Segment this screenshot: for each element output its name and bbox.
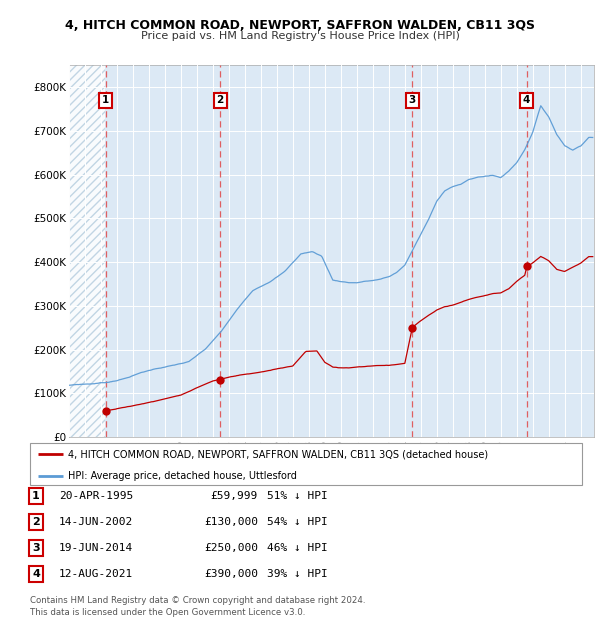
Text: 1: 1 bbox=[102, 95, 109, 105]
Text: Contains HM Land Registry data © Crown copyright and database right 2024.
This d: Contains HM Land Registry data © Crown c… bbox=[30, 596, 365, 617]
FancyBboxPatch shape bbox=[30, 443, 582, 485]
Text: 20-APR-1995: 20-APR-1995 bbox=[59, 491, 133, 501]
Text: 51% ↓ HPI: 51% ↓ HPI bbox=[267, 491, 328, 501]
Text: 4: 4 bbox=[523, 95, 530, 105]
Text: 46% ↓ HPI: 46% ↓ HPI bbox=[267, 543, 328, 553]
Text: £130,000: £130,000 bbox=[204, 517, 258, 527]
Text: 3: 3 bbox=[409, 95, 416, 105]
Text: £250,000: £250,000 bbox=[204, 543, 258, 553]
Text: 4: 4 bbox=[32, 569, 40, 579]
Text: 39% ↓ HPI: 39% ↓ HPI bbox=[267, 569, 328, 579]
Text: 12-AUG-2021: 12-AUG-2021 bbox=[59, 569, 133, 579]
Text: 1: 1 bbox=[32, 491, 40, 501]
Text: 4, HITCH COMMON ROAD, NEWPORT, SAFFRON WALDEN, CB11 3QS: 4, HITCH COMMON ROAD, NEWPORT, SAFFRON W… bbox=[65, 19, 535, 32]
Bar bbox=[69, 65, 105, 437]
Text: 2: 2 bbox=[217, 95, 224, 105]
Text: 54% ↓ HPI: 54% ↓ HPI bbox=[267, 517, 328, 527]
Text: Price paid vs. HM Land Registry's House Price Index (HPI): Price paid vs. HM Land Registry's House … bbox=[140, 31, 460, 41]
Text: 19-JUN-2014: 19-JUN-2014 bbox=[59, 543, 133, 553]
Text: 3: 3 bbox=[32, 543, 40, 553]
Text: HPI: Average price, detached house, Uttlesford: HPI: Average price, detached house, Uttl… bbox=[68, 471, 296, 480]
Text: £59,999: £59,999 bbox=[211, 491, 258, 501]
Text: 4, HITCH COMMON ROAD, NEWPORT, SAFFRON WALDEN, CB11 3QS (detached house): 4, HITCH COMMON ROAD, NEWPORT, SAFFRON W… bbox=[68, 449, 488, 459]
Text: 2: 2 bbox=[32, 517, 40, 527]
Text: 14-JUN-2002: 14-JUN-2002 bbox=[59, 517, 133, 527]
Text: £390,000: £390,000 bbox=[204, 569, 258, 579]
